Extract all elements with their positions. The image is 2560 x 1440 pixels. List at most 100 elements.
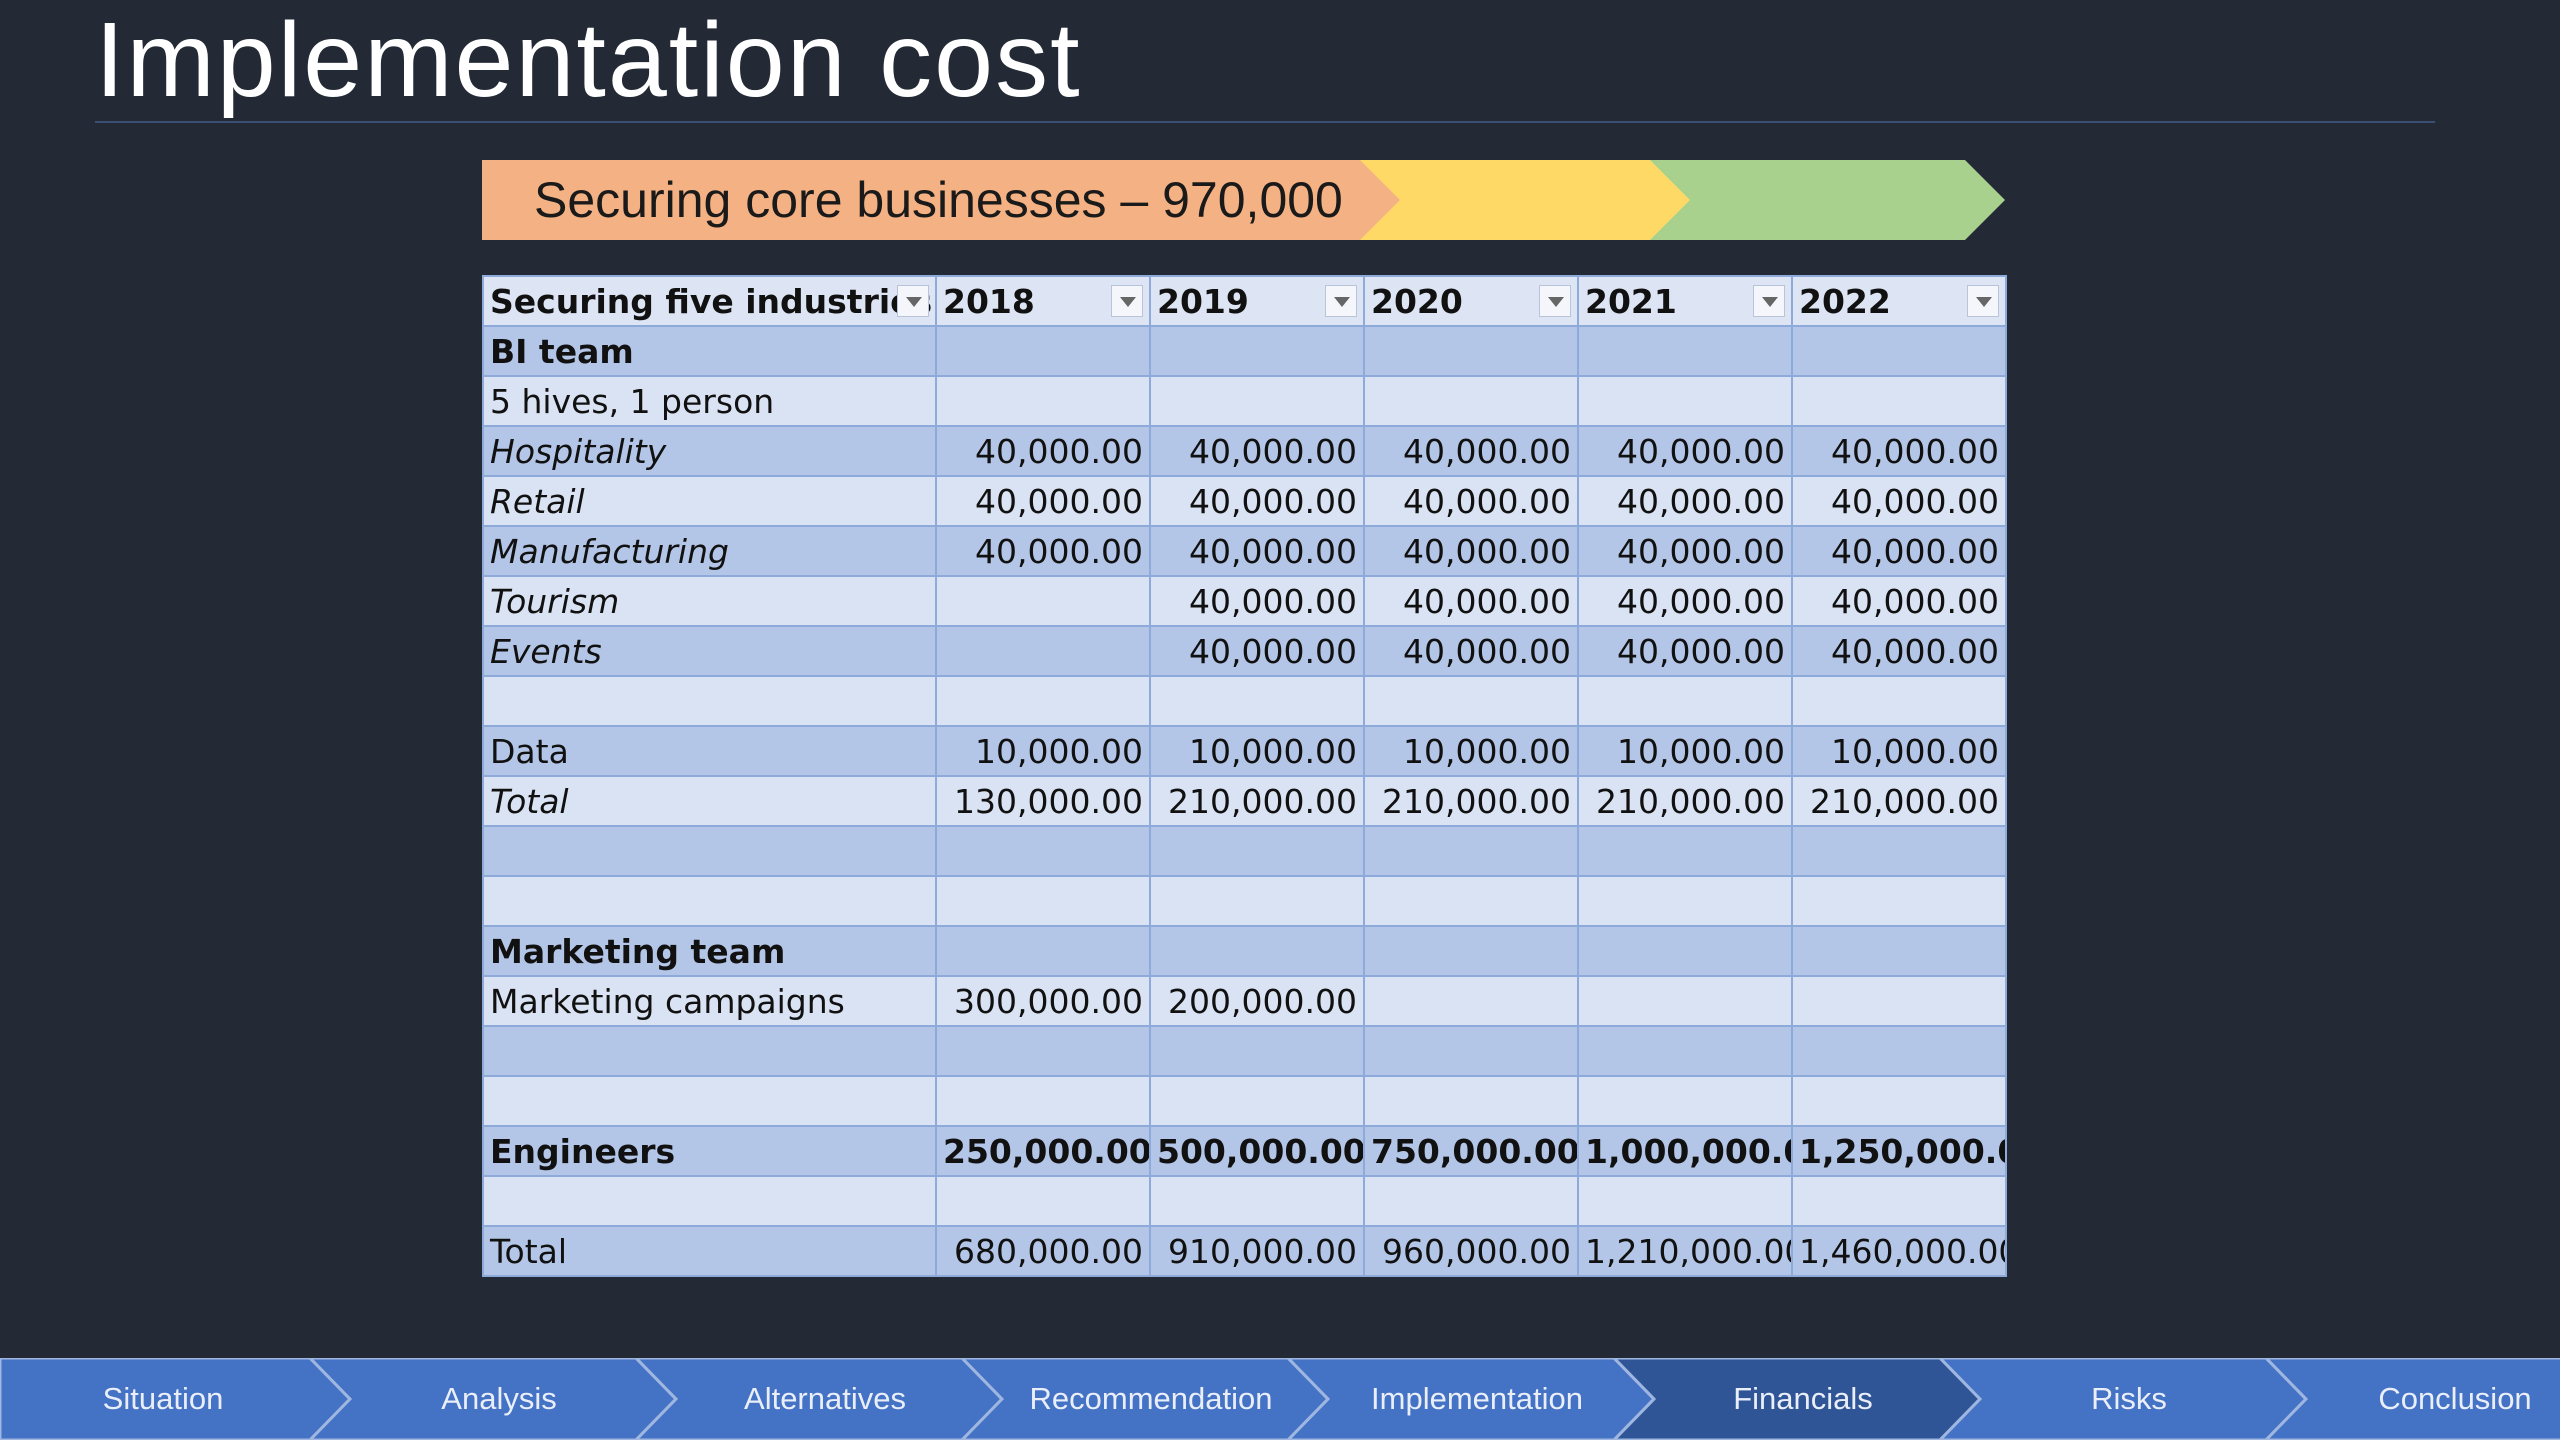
value-cell[interactable]: 40,000.00 [1577, 575, 1793, 627]
value-cell[interactable] [935, 375, 1151, 427]
value-cell[interactable] [1577, 975, 1793, 1027]
row-label-cell[interactable]: Engineers [482, 1125, 937, 1177]
filter-dropdown-icon[interactable] [1753, 285, 1785, 317]
nav-item-alternatives[interactable]: Alternatives [744, 1381, 906, 1416]
nav-item-implementation[interactable]: Implementation [1371, 1381, 1583, 1416]
value-cell[interactable]: 40,000.00 [1577, 625, 1793, 677]
value-cell[interactable] [1149, 925, 1365, 977]
row-label-cell[interactable]: Events [482, 625, 937, 677]
value-cell[interactable] [1791, 925, 2007, 977]
nav-chevron-analysis[interactable] [307, 1358, 679, 1440]
row-label-cell[interactable]: Marketing team [482, 925, 937, 977]
value-cell[interactable] [1791, 675, 2007, 727]
value-cell[interactable] [1791, 325, 2007, 377]
value-cell[interactable]: 680,000.00 [935, 1225, 1151, 1277]
value-cell[interactable]: 40,000.00 [1791, 525, 2007, 577]
nav-item-risks[interactable]: Risks [2091, 1381, 2167, 1416]
nav-item-recommendation[interactable]: Recommendation [1029, 1381, 1273, 1416]
value-cell[interactable] [1149, 825, 1365, 877]
filter-dropdown-icon[interactable] [1967, 285, 1999, 317]
nav-chevron-implementation[interactable] [1285, 1358, 1657, 1440]
value-cell[interactable]: 40,000.00 [935, 525, 1151, 577]
filter-dropdown-icon[interactable] [1325, 285, 1357, 317]
row-label-cell[interactable]: Marketing campaigns [482, 975, 937, 1027]
row-label-cell[interactable] [482, 1175, 937, 1227]
value-cell[interactable] [935, 325, 1151, 377]
value-cell[interactable] [935, 875, 1151, 927]
value-cell[interactable]: 250,000.00 [935, 1125, 1151, 1177]
row-label-cell[interactable] [482, 825, 937, 877]
value-cell[interactable] [1149, 1175, 1365, 1227]
value-cell[interactable] [1149, 1075, 1365, 1127]
value-cell[interactable]: 1,460,000.00 [1791, 1225, 2007, 1277]
nav-item-analysis[interactable]: Analysis [441, 1381, 557, 1416]
row-label-cell[interactable]: Retail [482, 475, 937, 527]
value-cell[interactable] [1363, 925, 1579, 977]
value-cell[interactable] [1363, 825, 1579, 877]
nav-item-conclusion[interactable]: Conclusion [2378, 1381, 2532, 1416]
value-cell[interactable] [1791, 375, 2007, 427]
value-cell[interactable] [935, 675, 1151, 727]
value-cell[interactable] [1577, 675, 1793, 727]
value-cell[interactable]: 40,000.00 [1791, 575, 2007, 627]
value-cell[interactable] [1577, 925, 1793, 977]
value-cell[interactable] [1363, 1175, 1579, 1227]
value-cell[interactable]: 200,000.00 [1149, 975, 1365, 1027]
value-cell[interactable]: 40,000.00 [1791, 475, 2007, 527]
value-cell[interactable]: 10,000.00 [1149, 725, 1365, 777]
value-cell[interactable] [935, 625, 1151, 677]
row-label-cell[interactable]: Hospitality [482, 425, 937, 477]
value-cell[interactable]: 40,000.00 [1577, 475, 1793, 527]
nav-item-situation[interactable]: Situation [102, 1381, 224, 1416]
nav-chevron-alternatives[interactable] [633, 1358, 1005, 1440]
value-cell[interactable] [1363, 1075, 1579, 1127]
value-cell[interactable] [1149, 675, 1365, 727]
row-label-cell[interactable] [482, 1025, 937, 1077]
value-cell[interactable]: 10,000.00 [1577, 725, 1793, 777]
value-cell[interactable]: 40,000.00 [1149, 425, 1365, 477]
value-cell[interactable]: 40,000.00 [935, 475, 1151, 527]
value-cell[interactable] [935, 925, 1151, 977]
value-cell[interactable] [1149, 375, 1365, 427]
value-cell[interactable] [1577, 1175, 1793, 1227]
value-cell[interactable] [1363, 675, 1579, 727]
value-cell[interactable]: 40,000.00 [1577, 525, 1793, 577]
value-cell[interactable] [1363, 375, 1579, 427]
value-cell[interactable] [1363, 1025, 1579, 1077]
value-cell[interactable]: 210,000.00 [1791, 775, 2007, 827]
value-cell[interactable] [1791, 875, 2007, 927]
value-cell[interactable] [1791, 1175, 2007, 1227]
value-cell[interactable] [1363, 325, 1579, 377]
value-cell[interactable]: 210,000.00 [1149, 775, 1365, 827]
value-cell[interactable] [1363, 975, 1579, 1027]
filter-dropdown-icon[interactable] [1111, 285, 1143, 317]
row-label-cell[interactable]: Data [482, 725, 937, 777]
value-cell[interactable]: 40,000.00 [1363, 525, 1579, 577]
value-cell[interactable]: 500,000.00 [1149, 1125, 1365, 1177]
value-cell[interactable] [1577, 325, 1793, 377]
value-cell[interactable] [1577, 875, 1793, 927]
row-label-cell[interactable] [482, 675, 937, 727]
row-label-cell[interactable]: BI team [482, 325, 937, 377]
nav-item-financials[interactable]: Financials [1733, 1381, 1873, 1416]
value-cell[interactable] [1577, 1075, 1793, 1127]
value-cell[interactable]: 40,000.00 [1791, 625, 2007, 677]
value-cell[interactable]: 40,000.00 [1363, 575, 1579, 627]
value-cell[interactable] [935, 825, 1151, 877]
row-label-cell[interactable]: Total [482, 775, 937, 827]
value-cell[interactable]: 1,210,000.00 [1577, 1225, 1793, 1277]
row-label-cell[interactable]: 5 hives, 1 person [482, 375, 937, 427]
value-cell[interactable]: 40,000.00 [1149, 575, 1365, 627]
value-cell[interactable]: 1,250,000.00 [1791, 1125, 2007, 1177]
value-cell[interactable]: 40,000.00 [1363, 425, 1579, 477]
row-label-cell[interactable]: Tourism [482, 575, 937, 627]
value-cell[interactable]: 1,000,000.00 [1577, 1125, 1793, 1177]
row-label-cell[interactable] [482, 875, 937, 927]
value-cell[interactable]: 40,000.00 [1363, 475, 1579, 527]
row-label-cell[interactable] [482, 1075, 937, 1127]
value-cell[interactable] [1791, 825, 2007, 877]
value-cell[interactable]: 960,000.00 [1363, 1225, 1579, 1277]
value-cell[interactable]: 40,000.00 [1791, 425, 2007, 477]
value-cell[interactable]: 40,000.00 [1149, 625, 1365, 677]
nav-chevron-risks[interactable] [1937, 1358, 2309, 1440]
